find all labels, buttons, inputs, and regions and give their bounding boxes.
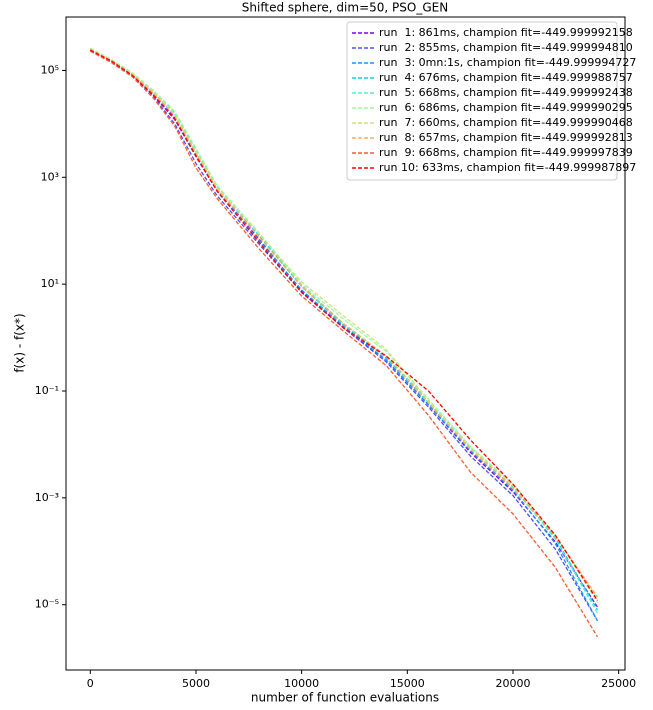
legend-label: run 9: 668ms, champion fit=-449.99999783…: [379, 146, 633, 159]
y-tick-label: 10¹: [41, 277, 59, 290]
legend-label: run 1: 861ms, champion fit=-449.99999215…: [379, 26, 633, 39]
legend-label: run 10: 633ms, champion fit=-449.9999878…: [379, 161, 636, 174]
legend-box: [346, 21, 618, 181]
legend-label: run 7: 660ms, champion fit=-449.99999046…: [379, 116, 633, 129]
series-line: [89, 47, 599, 599]
legend-label: run 4: 676ms, champion fit=-449.99998875…: [379, 71, 633, 84]
x-tick-label: 10000: [284, 677, 319, 690]
legend-label: run 6: 686ms, champion fit=-449.99999029…: [379, 101, 633, 114]
y-tick-label: 10⁵: [41, 63, 59, 76]
legend-label: run 8: 657ms, champion fit=-449.99999281…: [379, 131, 633, 144]
series-line: [90, 50, 599, 622]
y-tick-label: 10³: [41, 170, 59, 183]
chart-title: Shifted sphere, dim=50, PSO_GEN: [242, 1, 448, 15]
legend-label: run 5: 668ms, champion fit=-449.99999243…: [379, 86, 633, 99]
x-tick-label: 5000: [182, 677, 210, 690]
series-line: [89, 48, 599, 603]
y-axis-label: f(x) - f(x*): [13, 313, 27, 372]
x-tick-label: 25000: [601, 677, 636, 690]
x-tick-label: 15000: [390, 677, 425, 690]
plot-frame: [65, 16, 626, 671]
series-line: [89, 49, 599, 598]
x-tick-label: 20000: [495, 677, 530, 690]
series-line: [89, 48, 599, 622]
legend-label: run 3: 0mn:1s, champion fit=-449.9999947…: [379, 56, 636, 69]
series-line: [90, 49, 599, 601]
y-tick-label: 10⁻⁵: [35, 598, 59, 611]
y-tick-label: 10⁻³: [35, 491, 59, 504]
x-tick-label: 0: [87, 677, 94, 690]
y-tick-label: 10⁻¹: [35, 384, 59, 397]
legend-label: run 2: 855ms, champion fit=-449.99999481…: [379, 41, 633, 54]
x-axis-label: number of function evaluations: [251, 691, 439, 705]
series-line: [89, 50, 599, 638]
